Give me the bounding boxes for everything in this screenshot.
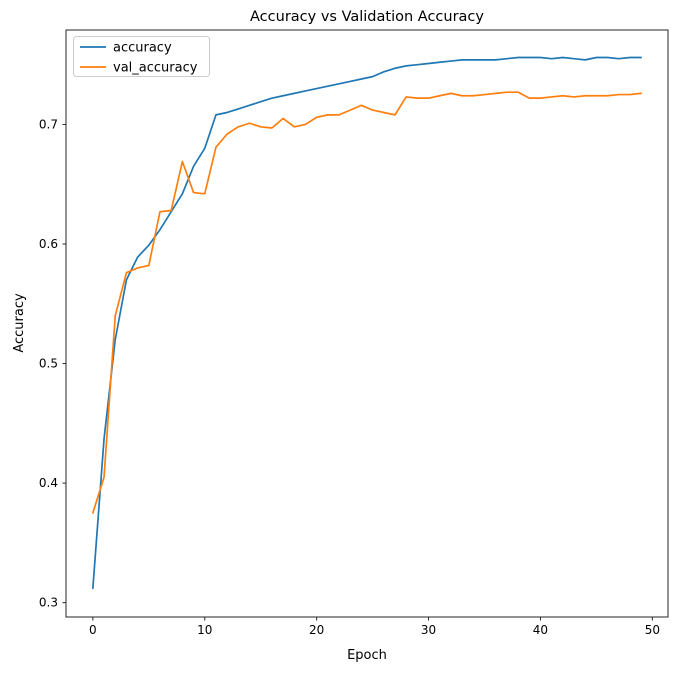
y-tick-label: 0.4 <box>39 476 58 490</box>
x-tick-label: 50 <box>645 623 660 637</box>
data-series <box>92 56 642 590</box>
y-tick-label: 0.3 <box>39 596 58 610</box>
legend-label-val_accuracy: val_accuracy <box>113 61 198 76</box>
legend-label-accuracy: accuracy <box>113 41 172 56</box>
x-tick-label: 20 <box>309 623 324 637</box>
x-tick-label: 0 <box>89 623 97 637</box>
chart-title: Accuracy vs Validation Accuracy <box>250 9 484 25</box>
legend: accuracy val_accuracy <box>73 36 210 77</box>
y-tick-label: 0.7 <box>39 117 58 131</box>
y-tick-label: 0.6 <box>39 237 58 251</box>
y-tick-label: 0.5 <box>39 357 58 371</box>
x-tick-label: 10 <box>197 623 212 637</box>
x-tick-label: 40 <box>533 623 548 637</box>
series-line-val_accuracy <box>92 91 642 514</box>
x-axis-label: Epoch <box>347 648 387 663</box>
x-axis-ticks: 0 10 20 30 40 50 <box>89 617 660 637</box>
y-axis-label: Accuracy <box>12 293 27 353</box>
x-tick-label: 30 <box>421 623 436 637</box>
legend-entries: accuracy val_accuracy <box>80 41 198 76</box>
axes-spines <box>65 29 669 618</box>
plot-area <box>66 30 668 617</box>
legend-box <box>73 36 210 77</box>
y-axis-ticks: 0.3 0.4 0.5 0.6 0.7 <box>39 117 66 610</box>
series-line-accuracy <box>92 56 642 590</box>
